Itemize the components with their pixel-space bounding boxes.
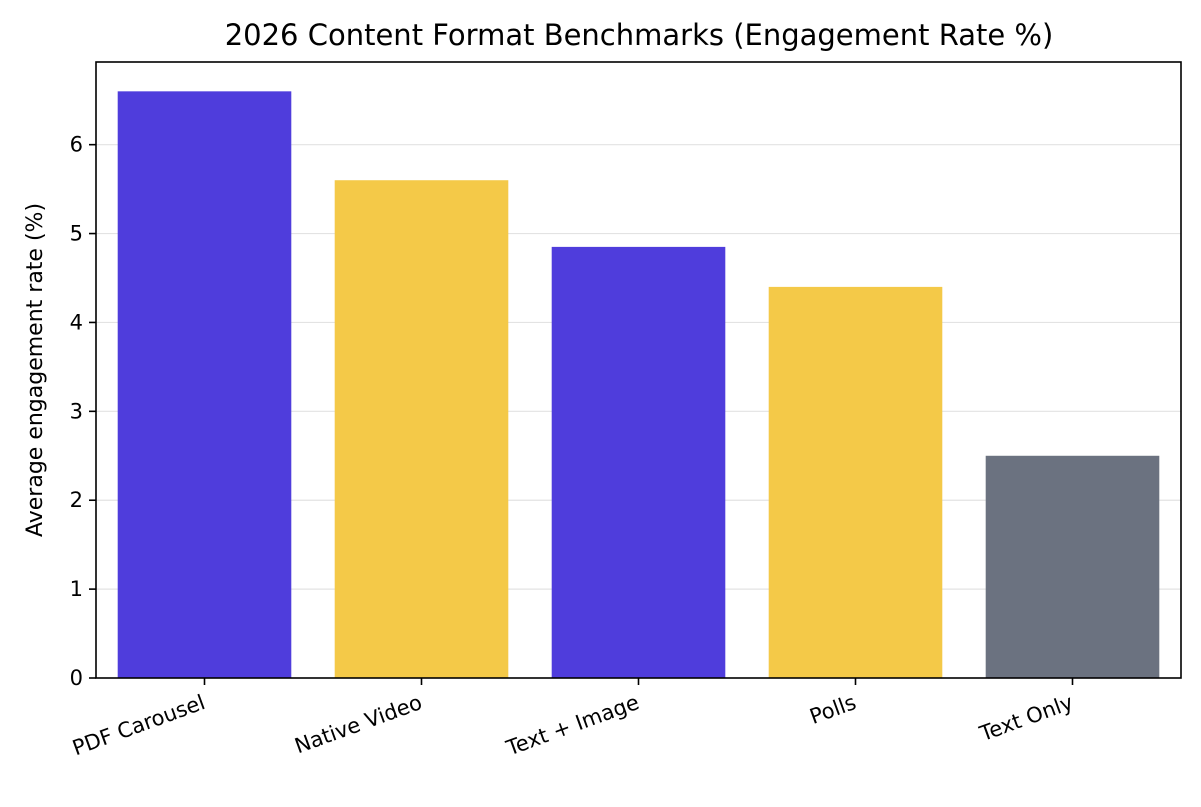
- y-tick-label-5: 5: [70, 222, 83, 246]
- bar-0: [117, 91, 292, 679]
- y-tick-label-1: 1: [70, 577, 83, 601]
- y-tick-label-6: 6: [70, 133, 83, 157]
- chart-title: 2026 Content Format Benchmarks (Engageme…: [225, 18, 1054, 52]
- x-tick-label-4: Text Only: [976, 690, 1077, 746]
- x-tick-label-3: Polls: [806, 690, 859, 729]
- y-axis-label: Average engagement rate (%): [23, 203, 48, 537]
- bar-1: [334, 180, 509, 678]
- bar-4: [985, 455, 1160, 678]
- y-tick-label-3: 3: [70, 399, 83, 423]
- y-tick-label-2: 2: [70, 488, 83, 512]
- bars: [117, 91, 1160, 679]
- bar-3: [768, 286, 943, 678]
- axes: [89, 61, 1182, 685]
- y-tick-label-4: 4: [70, 310, 83, 334]
- y-tick-label-0: 0: [70, 666, 83, 690]
- bar-2: [551, 246, 726, 678]
- x-tick-label-2: Text + Image: [502, 690, 642, 760]
- x-tick-label-0: PDF Carousel: [69, 690, 208, 760]
- x-tick-label-1: Native Video: [292, 690, 426, 758]
